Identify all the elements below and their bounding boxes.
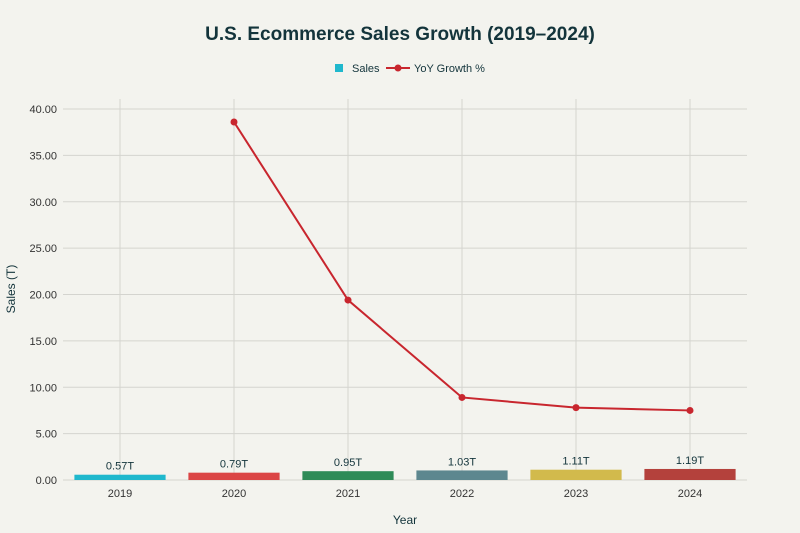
bar	[644, 468, 736, 480]
x-axis-label: Year	[393, 513, 417, 527]
legend: Sales YoY Growth %	[335, 63, 485, 75]
y-tick-label: 25.00	[29, 243, 57, 255]
x-tick-label: 2021	[336, 488, 360, 500]
chart-title: U.S. Ecommerce Sales Growth (2019–2024)	[205, 24, 595, 45]
bar	[74, 474, 166, 480]
bar	[416, 470, 508, 480]
legend-swatch-sales	[335, 64, 343, 72]
y-tick-label: 15.00	[29, 336, 57, 348]
x-tick-label: 2019	[108, 488, 132, 500]
bar	[188, 472, 280, 480]
y-tick-label: 0.00	[36, 475, 57, 487]
y-tick-label: 5.00	[36, 429, 57, 441]
bar	[302, 471, 394, 480]
bar-data-label: 0.79T	[220, 459, 248, 471]
y-tick-label: 35.00	[29, 150, 57, 162]
growth-point	[344, 296, 352, 304]
bar-data-label: 0.95T	[334, 457, 362, 469]
y-tick-label: 20.00	[29, 290, 57, 302]
bar	[530, 469, 622, 480]
legend-label-growth: YoY Growth %	[414, 63, 485, 75]
y-tick-label: 10.00	[29, 382, 57, 394]
bar-data-label: 1.19T	[676, 455, 704, 467]
plot-area: 0.00 5.00 10.00 15.00 20.00 25.00 30.00 35.00 40…	[29, 99, 747, 500]
legend-label-sales: Sales	[352, 63, 380, 75]
y-tick-label: 30.00	[29, 197, 57, 209]
bar-data-label: 0.57T	[106, 461, 134, 473]
x-tick-label: 2023	[564, 488, 588, 500]
bar-data-label: 1.03T	[448, 456, 476, 468]
legend-marker-growth	[394, 64, 402, 72]
x-tick-label: 2022	[450, 488, 474, 500]
growth-point	[458, 393, 466, 401]
growth-point	[230, 118, 238, 126]
growth-point	[572, 404, 580, 412]
x-tick-label: 2020	[222, 488, 246, 500]
bar-data-label: 1.11T	[562, 456, 590, 468]
y-tick-label: 40.00	[29, 104, 57, 116]
y-axis-label: Sales (T)	[4, 265, 18, 314]
x-tick-label: 2024	[678, 488, 702, 500]
growth-point	[686, 406, 694, 414]
